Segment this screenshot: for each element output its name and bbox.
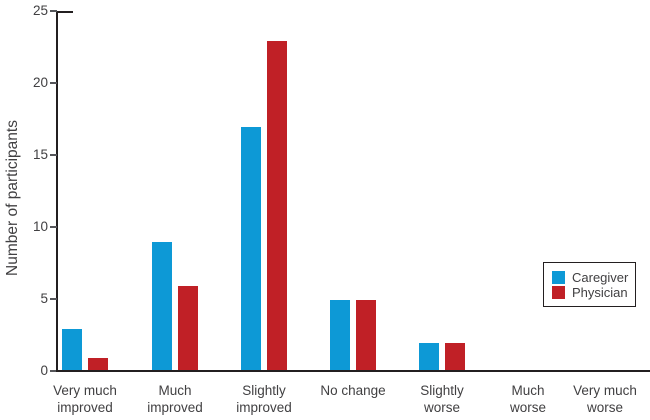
y-axis-tick <box>50 82 57 84</box>
y-axis-tick-label: 5 <box>40 291 48 306</box>
legend-label: Physician <box>572 284 628 300</box>
x-axis-category-label: Much worse <box>509 383 546 415</box>
x-axis-category-label: No change <box>320 383 386 398</box>
x-axis-category-label: Much improved <box>147 383 203 415</box>
bar-caregiver-2 <box>152 242 172 372</box>
y-axis-tick-label: 15 <box>32 147 48 162</box>
legend-item-caregiver: Caregiver <box>552 270 635 285</box>
y-axis-tick <box>50 226 57 228</box>
x-axis-category-label: Very much improved <box>53 383 117 415</box>
x-axis-category-label: Slightly improved <box>236 383 292 415</box>
legend-swatch-physician <box>552 285 565 299</box>
y-axis-top-tick <box>57 11 73 13</box>
bar-caregiver-5 <box>419 343 439 372</box>
legend-swatch-caregiver <box>552 270 565 284</box>
bar-physician-2 <box>178 285 198 372</box>
x-axis-category-label: Slightly worse <box>420 383 464 415</box>
y-axis-tick-label: 0 <box>40 363 48 378</box>
y-axis-tick <box>50 10 57 12</box>
y-axis-tick <box>50 370 57 372</box>
bar-caregiver-4 <box>330 300 350 372</box>
legend-label: Caregiver <box>572 269 629 285</box>
y-axis-tick-label: 10 <box>32 219 48 234</box>
x-axis-line <box>56 370 650 372</box>
bar-physician-4 <box>356 300 376 372</box>
bar-caregiver-1 <box>62 328 82 372</box>
y-axis-line <box>56 11 58 372</box>
legend-items-group: Caregiver Physician <box>552 270 635 300</box>
legend: Caregiver Physician <box>543 262 636 307</box>
y-axis-title: Number of participants <box>4 120 21 276</box>
bar-caregiver-3 <box>241 127 261 372</box>
legend-item-physician: Physician <box>552 285 635 300</box>
y-axis-tick <box>50 154 57 156</box>
x-axis-category-label: Very much worse <box>573 383 637 415</box>
y-axis-tick-label: 20 <box>32 75 48 90</box>
bar-physician-3 <box>267 40 287 372</box>
y-axis-tick-label: 25 <box>32 3 48 18</box>
y-axis-tick <box>50 298 57 300</box>
bar-physician-1 <box>88 357 108 372</box>
bar-physician-5 <box>445 343 465 372</box>
